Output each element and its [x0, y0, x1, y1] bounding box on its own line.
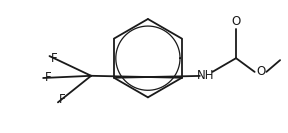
Text: F: F: [51, 52, 57, 65]
Text: O: O: [256, 65, 265, 78]
Text: O: O: [232, 15, 241, 28]
Text: F: F: [58, 93, 65, 106]
Text: F: F: [45, 71, 51, 84]
Text: NH: NH: [197, 69, 215, 82]
